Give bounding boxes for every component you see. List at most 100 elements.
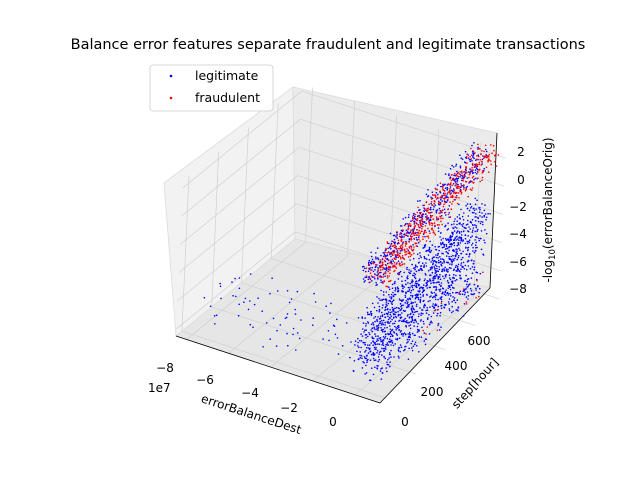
fraudulent-point — [392, 254, 394, 256]
legitimate-point — [407, 225, 410, 228]
legitimate-point — [455, 232, 458, 234]
fraudulent-point — [434, 196, 437, 198]
legitimate-point — [430, 295, 432, 297]
legitimate-point — [428, 248, 431, 250]
fraudulent-point — [488, 153, 491, 156]
legitimate-point — [392, 344, 395, 347]
legitimate-point — [410, 285, 413, 287]
fraudulent-point — [428, 212, 431, 214]
legitimate-point — [468, 241, 471, 244]
legitimate-point — [465, 296, 468, 298]
legitimate-point — [363, 362, 365, 364]
legitimate-point — [448, 240, 451, 242]
legitimate-point — [458, 239, 460, 242]
legitimate-point — [365, 329, 368, 331]
legitimate-point — [377, 258, 380, 261]
legitimate-point — [386, 258, 389, 260]
fraudulent-point — [408, 251, 411, 253]
fraudulent-point — [460, 170, 463, 173]
legitimate-point — [483, 167, 486, 170]
fraudulent-point — [416, 217, 419, 220]
fraudulent-point — [430, 216, 432, 219]
fraudulent-point — [370, 275, 373, 277]
fraudulent-point — [475, 166, 477, 168]
fraudulent-point — [497, 154, 500, 156]
legitimate-point — [372, 351, 375, 354]
fraudulent-point — [400, 235, 403, 238]
fraudulent-point — [481, 179, 483, 181]
legitimate-point — [470, 293, 472, 295]
legitimate-point — [414, 215, 416, 218]
legitimate-point — [404, 348, 406, 351]
legitimate-point — [411, 305, 414, 307]
legitimate-point — [436, 275, 438, 277]
legitimate-point — [420, 256, 423, 259]
legitimate-point — [455, 248, 457, 250]
fraudulent-point — [418, 216, 421, 218]
legitimate-point — [481, 203, 483, 205]
legitimate-point — [440, 305, 442, 307]
fraudulent-point — [413, 238, 416, 241]
fraudulent-point — [409, 222, 411, 225]
legitimate-point — [399, 250, 402, 252]
legitimate-point — [435, 293, 437, 295]
legitimate-point — [415, 270, 418, 273]
legitimate-point — [411, 332, 414, 335]
fraudulent-point — [401, 246, 404, 248]
fraudulent-point — [450, 208, 453, 210]
fraudulent-point — [410, 235, 413, 238]
legitimate-point — [466, 223, 469, 225]
legitimate-point — [399, 314, 401, 316]
fraudulent-point — [425, 333, 427, 335]
legitimate-point — [394, 307, 396, 310]
legitimate-point — [453, 273, 455, 276]
legitimate-point — [404, 296, 407, 299]
fraudulent-point — [459, 171, 462, 173]
legitimate-point — [378, 322, 381, 325]
legitimate-point — [459, 218, 461, 220]
legitimate-point — [380, 254, 382, 257]
legitimate-point — [409, 324, 412, 326]
legitimate-point — [449, 288, 452, 291]
fraudulent-point — [391, 258, 394, 261]
legitimate-point — [412, 307, 414, 309]
legend-label-legitimate: legitimate — [195, 68, 259, 83]
legitimate-point — [431, 266, 433, 268]
legitimate-point — [400, 346, 403, 349]
legitimate-point — [370, 314, 373, 316]
fraudulent-point — [455, 183, 458, 185]
legitimate-point — [406, 275, 409, 277]
legitimate-point — [403, 271, 406, 274]
legitimate-point — [471, 211, 474, 214]
x-tick-label: 0 — [329, 415, 337, 429]
legitimate-point — [414, 266, 416, 269]
fraudulent-point — [403, 263, 406, 265]
legitimate-point — [481, 158, 484, 161]
legitimate-point — [458, 232, 461, 234]
legitimate-point — [381, 299, 383, 302]
legitimate-point — [371, 258, 374, 261]
legitimate-point — [445, 250, 448, 253]
fraudulent-point — [373, 276, 376, 278]
fraudulent-point — [471, 176, 474, 179]
legitimate-point — [469, 283, 471, 286]
z-axis-line — [489, 132, 498, 289]
legitimate-point — [377, 343, 379, 345]
legitimate-point — [466, 260, 469, 263]
legitimate-point — [449, 292, 451, 295]
legitimate-point — [448, 212, 451, 214]
legitimate-point — [439, 297, 442, 300]
fraudulent-point — [401, 264, 403, 266]
legitimate-point — [455, 274, 457, 277]
legitimate-point — [458, 247, 460, 250]
fraudulent-point — [406, 232, 409, 234]
fraudulent-point — [462, 184, 465, 187]
legitimate-point — [447, 252, 450, 255]
fraudulent-point — [430, 228, 433, 230]
legitimate-point — [409, 333, 412, 336]
legitimate-point — [415, 305, 418, 308]
legitimate-point — [414, 297, 417, 300]
fraudulent-point — [449, 187, 451, 190]
legitimate-point — [399, 344, 402, 346]
legitimate-point — [415, 280, 417, 283]
